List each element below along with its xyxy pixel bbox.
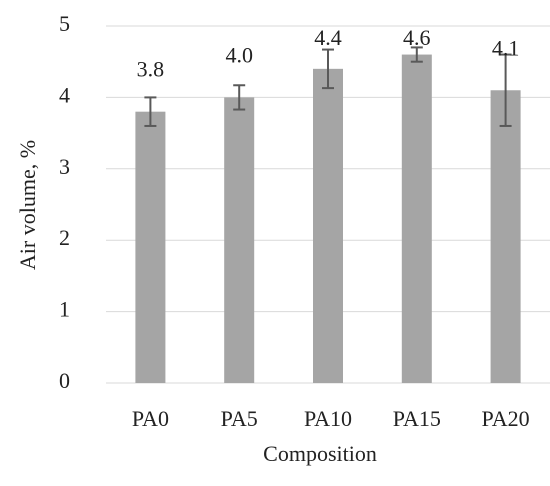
y-tick-label: 3: [59, 154, 70, 179]
error-bar: [499, 53, 512, 127]
x-tick-label: PA15: [393, 406, 441, 431]
y-axis-title: Air volume, %: [15, 140, 40, 270]
y-tick-label: 4: [59, 82, 70, 107]
bar: [401, 54, 432, 384]
error-bar: [410, 46, 423, 63]
x-axis-title: Composition: [263, 441, 377, 466]
bar: [313, 68, 343, 383]
x-tick-label: PA0: [132, 406, 169, 431]
data-label: 4.4: [314, 25, 342, 50]
x-tick-label: PA10: [304, 406, 352, 431]
y-tick-label: 0: [59, 368, 70, 393]
bar: [490, 90, 521, 383]
error-bar: [322, 48, 334, 90]
bar: [135, 111, 166, 384]
data-label: 4.6: [403, 25, 431, 50]
y-tick-label: 5: [59, 11, 70, 36]
bar: [224, 97, 255, 384]
y-tick-label: 2: [59, 225, 70, 250]
y-tick-label: 1: [59, 297, 70, 322]
data-label: 3.8: [137, 57, 165, 82]
x-tick-label: PA20: [482, 406, 530, 431]
error-bar: [233, 84, 246, 111]
x-tick-label: PA5: [221, 406, 258, 431]
error-bar: [144, 96, 157, 127]
data-label: 4.1: [492, 35, 520, 60]
data-label: 4.0: [225, 42, 253, 67]
